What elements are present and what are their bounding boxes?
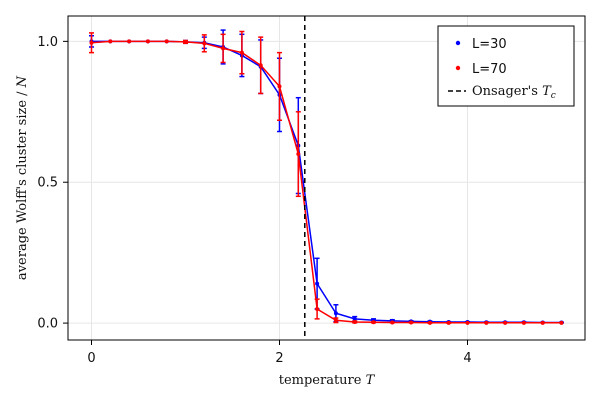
axis-ticks: 0 2 4 0.0 0.5 1.0	[37, 35, 471, 366]
point-1-25	[559, 320, 564, 325]
x-axis-label: temperature T	[279, 373, 376, 388]
point-1-13	[333, 318, 338, 323]
point-1-23	[521, 320, 526, 325]
legend-label-l30: L=30	[472, 37, 507, 52]
legend-label-onsager: Onsager's Tc	[472, 84, 556, 101]
point-1-0	[89, 40, 94, 45]
point-1-12	[315, 307, 320, 312]
plot-frame	[67, 15, 586, 341]
point-1-22	[503, 320, 508, 325]
point-1-6	[202, 41, 207, 46]
point-1-1	[108, 39, 113, 44]
point-1-7	[221, 46, 226, 51]
legend-box	[437, 25, 575, 107]
point-1-15	[371, 320, 376, 325]
x-tick-label-1: 2	[275, 351, 283, 366]
point-1-2	[127, 39, 132, 44]
point-1-17	[409, 320, 414, 325]
series-layer	[89, 29, 564, 325]
point-1-24	[540, 320, 545, 325]
y-axis-label: average Wolff's cluster size / N	[15, 75, 30, 280]
point-1-5	[183, 39, 188, 44]
x-tick-label-2: 4	[463, 351, 471, 366]
legend: L=30 L=70 Onsager's Tc	[437, 25, 575, 107]
point-1-14	[352, 319, 357, 324]
point-1-18	[427, 320, 432, 325]
point-0-14	[352, 316, 357, 321]
point-1-20	[465, 320, 470, 325]
legend-marker-l70	[455, 65, 461, 71]
point-1-10	[277, 84, 282, 89]
point-1-16	[390, 320, 395, 325]
y-tick-label-0: 0.0	[37, 317, 58, 332]
point-1-21	[484, 320, 489, 325]
point-1-11	[296, 152, 301, 157]
y-tick-label-1: 0.5	[37, 176, 58, 191]
legend-label-l70: L=70	[472, 62, 507, 77]
legend-marker-l30	[455, 40, 461, 46]
point-1-19	[446, 320, 451, 325]
y-tick-label-2: 1.0	[37, 35, 58, 50]
point-0-13	[333, 311, 338, 316]
point-1-8	[239, 50, 244, 55]
series-1	[89, 30, 564, 325]
point-1-3	[145, 39, 150, 44]
series-line-1	[91, 40, 562, 324]
point-1-4	[164, 39, 169, 44]
point-0-12	[315, 281, 320, 286]
x-tick-label-0: 0	[87, 351, 95, 366]
point-1-9	[258, 63, 263, 68]
